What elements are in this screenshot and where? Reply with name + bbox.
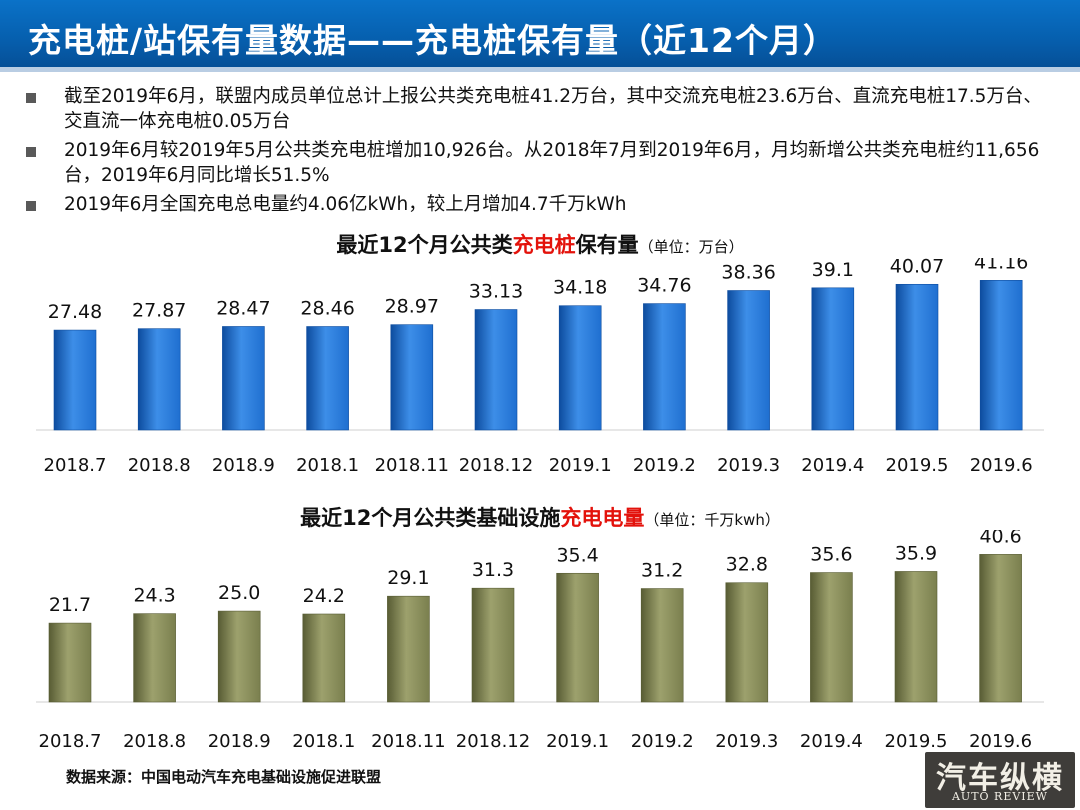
x-tick-label: 2018.11: [375, 455, 449, 476]
data-label: 33.13: [469, 281, 523, 303]
data-source-note: 数据来源：中国电动汽车充电基础设施促进联盟: [66, 768, 382, 786]
data-label: 28.47: [216, 297, 270, 319]
chart-title-energy: 最近12个月公共类基础设施充电电量（单位：千万kwh）: [0, 502, 1080, 532]
x-tick-label: 2019.4: [800, 731, 863, 752]
chart-title-prefix: 最近12个月公共类基础设施: [300, 506, 561, 530]
bar: [640, 588, 684, 703]
bar: [137, 328, 181, 431]
bar: [306, 326, 349, 431]
data-label: 32.8: [726, 554, 768, 576]
brand-logo: 汽车纵横 AUTO REVIEW: [925, 752, 1075, 808]
x-tick-label: 2019.2: [631, 731, 694, 752]
x-tick-label: 2018.9: [208, 731, 271, 752]
x-tick-label: 2019.6: [969, 731, 1032, 752]
x-tick-label: 2018.8: [123, 731, 186, 752]
title-bar: 充电桩/站保有量数据——充电桩保有量（近12个月）: [0, 0, 1080, 72]
data-label: 24.2: [303, 585, 345, 607]
x-tick-label: 2019.3: [715, 731, 778, 752]
x-tick-label: 2019.1: [549, 455, 612, 476]
chart-title-unit: （单位：万台）: [638, 238, 744, 256]
bar: [727, 290, 770, 431]
data-label: 39.1: [812, 259, 854, 281]
logo-text-en: AUTO REVIEW: [951, 790, 1048, 803]
bar: [811, 287, 855, 431]
data-label: 41.16: [974, 258, 1028, 273]
bar: [390, 324, 434, 431]
chart-title-highlight: 充电电量: [560, 506, 645, 530]
data-label: 29.1: [387, 567, 429, 589]
bar: [556, 572, 599, 703]
data-label: 35.4: [556, 544, 598, 566]
logo-text-cn: 汽车纵横: [936, 761, 1064, 796]
bar: [979, 554, 1022, 703]
bar: [558, 305, 602, 431]
x-tick-label: 2018.12: [459, 455, 533, 476]
bullet-item: 2019年6月全国充电总电量约4.06亿kWh，较上月增加4.7千万kWh: [22, 192, 1052, 217]
chart-title-prefix: 最近12个月公共类: [336, 233, 513, 257]
data-label: 35.9: [895, 542, 937, 564]
chart-title-unit: （单位：千万kwh）: [644, 511, 780, 529]
data-label: 38.36: [721, 262, 775, 284]
charging-energy-bar-chart: 21.7 2018.7 24.3 2018.8 25.0 2018.9 24.2 2018.1…: [36, 530, 1044, 752]
data-label: 31.2: [641, 560, 683, 582]
x-tick-label: 2018.1: [292, 731, 355, 752]
data-label: 27.87: [132, 300, 186, 322]
bar: [810, 572, 853, 703]
chart-title-highlight: 充电桩: [512, 233, 576, 257]
bullet-item: 2019年6月较2019年5月公共类充电桩增加10,926台。从2018年7月到…: [22, 138, 1052, 188]
x-tick-label: 2018.7: [39, 731, 102, 752]
data-label: 31.3: [472, 559, 514, 581]
bar: [643, 303, 686, 431]
data-label: 27.48: [48, 301, 102, 323]
bar: [217, 610, 261, 703]
bar: [894, 571, 938, 703]
bar: [302, 613, 346, 703]
data-label: 40.07: [890, 258, 944, 277]
bar: [53, 329, 97, 431]
data-label: 21.7: [49, 594, 91, 616]
x-tick-label: 2018.1: [296, 455, 359, 476]
bullet-item: 截至2019年6月，联盟内成员单位总计上报公共类充电桩41.2万台，其中交流充电…: [22, 84, 1052, 134]
bar: [48, 622, 92, 703]
data-label: 35.6: [810, 544, 852, 566]
x-tick-label: 2019.4: [801, 455, 864, 476]
bar: [474, 309, 518, 431]
bar: [471, 587, 515, 703]
data-label: 40.6: [979, 530, 1021, 547]
x-tick-label: 2018.8: [128, 455, 191, 476]
x-tick-label: 2019.3: [717, 455, 780, 476]
data-label: 34.76: [637, 275, 691, 297]
page-title: 充电桩/站保有量数据——充电桩保有量（近12个月）: [28, 21, 837, 60]
bar: [222, 326, 265, 431]
x-tick-label: 2019.5: [885, 731, 948, 752]
x-tick-label: 2019.1: [546, 731, 609, 752]
bar: [979, 280, 1023, 431]
x-tick-label: 2019.2: [633, 455, 696, 476]
data-label: 28.46: [300, 298, 354, 320]
chart-title-suffix: 保有量: [575, 233, 639, 257]
x-tick-label: 2018.7: [44, 455, 107, 476]
bar: [387, 595, 430, 703]
charging-piles-bar-chart: 27.48 2018.7 27.87 2018.8 28.47 2018.9 28.46 20…: [36, 258, 1044, 476]
x-tick-label: 2018.12: [456, 731, 530, 752]
x-tick-label: 2019.6: [970, 455, 1033, 476]
bar: [725, 582, 769, 703]
x-tick-label: 2018.9: [212, 455, 275, 476]
bullet-list: 截至2019年6月，联盟内成员单位总计上报公共类充电桩41.2万台，其中交流充电…: [22, 84, 1052, 221]
x-tick-label: 2018.11: [371, 731, 445, 752]
x-tick-label: 2019.5: [886, 455, 949, 476]
data-label: 24.3: [133, 585, 175, 607]
bar: [133, 613, 176, 703]
bar: [895, 283, 939, 431]
data-label: 34.18: [553, 277, 607, 299]
data-label: 28.97: [385, 296, 439, 318]
data-label: 25.0: [218, 582, 260, 604]
chart-title-piles: 最近12个月公共类充电桩保有量（单位：万台）: [0, 229, 1080, 259]
